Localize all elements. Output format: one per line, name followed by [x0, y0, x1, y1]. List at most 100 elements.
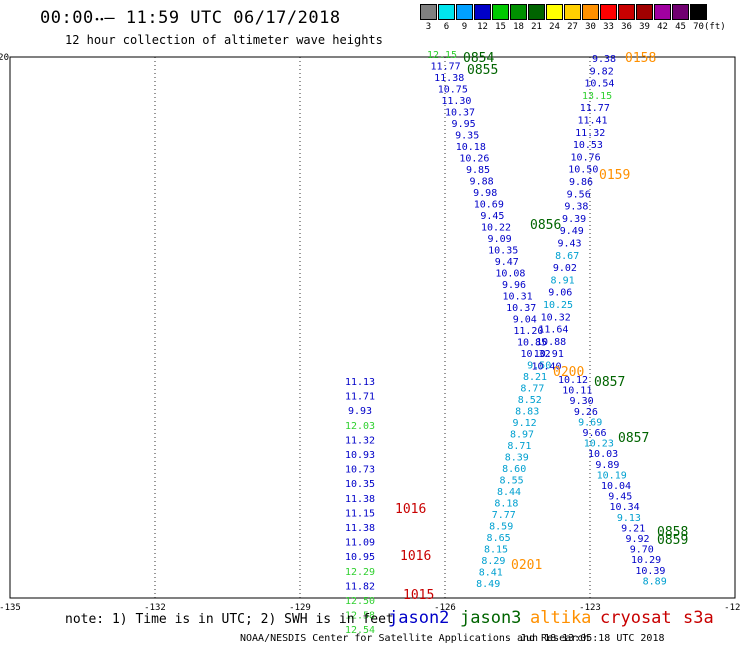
colorbar-label: 36: [621, 22, 632, 32]
wave-height-colorbar: 3 6 9 12 15 18 21 24 27 30 33 36 39 42 45 70 (ft): [420, 4, 735, 36]
swh-label-center: 8.83: [515, 407, 539, 418]
colorbar-label: 12: [477, 22, 488, 32]
swh-label-center: 9.85: [466, 165, 490, 176]
lat-tick-label: 20: [0, 53, 9, 63]
island-dot: [95, 17, 99, 21]
legend-jason3: jason3: [460, 608, 522, 628]
swh-label-east: 9.82: [590, 66, 614, 77]
swh-label-east: 10.54: [584, 79, 614, 90]
swh-label-jason2: 12.50: [345, 596, 375, 607]
swh-label-center: 9.96: [502, 280, 526, 291]
swh-label-east: 9.89: [595, 460, 619, 471]
swh-label-center: 8.55: [500, 476, 524, 487]
map-title: 00:00 – 11:59 UTC 06/17/2018: [40, 8, 341, 28]
lon-tick-label: -135: [0, 603, 21, 613]
colorbar-swatch: [690, 4, 707, 20]
swh-label-center: 9.45: [480, 211, 504, 222]
legend-jason2: jason2: [388, 608, 450, 628]
time-label: 0857: [618, 431, 649, 446]
credit-line: NOAA/NESDIS Center for Satellite Applica…: [240, 633, 590, 644]
swh-label-center: 10.32: [521, 349, 551, 360]
swh-label-center: 9.98: [473, 188, 497, 199]
swh-label-east: 10.34: [610, 502, 640, 513]
swh-label-east: 10.32: [541, 312, 571, 323]
swh-label-east: 10.76: [571, 152, 601, 163]
swh-label-center: 9.04: [513, 315, 537, 326]
swh-label-east: 10.40: [531, 362, 561, 373]
swh-label-east: 11.41: [577, 116, 607, 127]
swh-label-east: 8.91: [551, 275, 575, 286]
swh-label-center: 8.71: [507, 441, 531, 452]
time-label: 0200: [553, 365, 584, 380]
swh-label-east: 9.06: [548, 288, 572, 299]
swh-label-east: 11.77: [580, 103, 610, 114]
swh-label-center: 10.75: [438, 85, 468, 96]
colorbar-label: 15: [495, 22, 506, 32]
swh-label-jason2: 11.38: [345, 523, 375, 534]
colorbar-label: 6: [443, 22, 450, 32]
time-label: 0856: [530, 218, 561, 233]
swh-label-east: 9.56: [567, 189, 591, 200]
swh-label-east: 9.69: [578, 417, 602, 428]
colorbar-swatch: [618, 4, 635, 20]
map-subtitle: 12 hour collection of altimeter wave hei…: [65, 33, 383, 47]
swh-label-east: 9.43: [557, 239, 581, 250]
swh-label-center: 8.44: [497, 487, 521, 498]
time-label: 0855: [467, 63, 498, 78]
swh-label-east: 10.88: [536, 337, 566, 348]
time-label: 0201: [511, 558, 542, 573]
swh-label-center: 10.22: [481, 223, 511, 234]
swh-label-jason2: 10.95: [345, 552, 375, 563]
swh-label-east: 10.25: [543, 300, 573, 311]
colorbar-swatch: [420, 4, 437, 20]
swh-label-center: 10.18: [456, 142, 486, 153]
time-label: 0858: [657, 525, 688, 540]
swh-label-center: 11.77: [431, 62, 461, 73]
time-label: 1015: [403, 588, 434, 603]
swh-label-center: 8.15: [484, 545, 508, 556]
swh-label-east: 10.29: [631, 555, 661, 566]
colorbar-swatch: [546, 4, 563, 20]
swh-label-center: 9.47: [495, 257, 519, 268]
swh-label-east: 10.12: [558, 375, 588, 386]
swh-label-east: 9.38: [564, 202, 588, 213]
swh-label-east: 10.39: [635, 566, 665, 577]
swh-label-center: 10.08: [495, 269, 525, 280]
swh-label-center: 9.35: [455, 131, 479, 142]
swh-label-east: 11.32: [575, 128, 605, 139]
colorbar-swatch: [474, 4, 491, 20]
swh-label-east: 13.15: [582, 91, 612, 102]
swh-label-east: 10.23: [584, 439, 614, 450]
colorbar-label: 70: [693, 22, 704, 32]
island-dot: [100, 17, 104, 21]
swh-label-center: 11.20: [513, 326, 543, 337]
time-label: 0158: [625, 51, 656, 66]
swh-label-east: 10.04: [601, 481, 631, 492]
swh-label-center: 10.37: [445, 108, 475, 119]
swh-label-center: 8.21: [523, 372, 547, 383]
colorbar-label: 21: [531, 22, 542, 32]
swh-label-center: 9.95: [452, 119, 476, 130]
swh-label-center: 9.88: [470, 177, 494, 188]
swh-label-jason2: 12.29: [345, 567, 375, 578]
lon-tick-label: -120: [724, 603, 740, 613]
swh-label-center: 9.09: [488, 234, 512, 245]
swh-label-center: 8.29: [481, 556, 505, 567]
time-label: 0159: [599, 168, 630, 183]
swh-label-center: 9.50: [527, 361, 551, 372]
colorbar-label: 3: [425, 22, 432, 32]
swh-label-jason2: 11.13: [345, 377, 375, 388]
swh-label-east: 10.91: [534, 349, 564, 360]
swh-label-east: 9.02: [553, 263, 577, 274]
swh-label-center: 8.77: [520, 384, 544, 395]
colorbar-label: 24: [549, 22, 560, 32]
swh-label-east: 10.19: [597, 470, 627, 481]
swh-label-center: 8.52: [518, 395, 542, 406]
swh-label-jason2: 12.54: [345, 625, 375, 636]
legend-cryosat: cryosat: [600, 608, 672, 628]
colorbar-unit: (ft): [704, 22, 726, 32]
colorbar-label: 18: [513, 22, 524, 32]
swh-label-east: 9.70: [630, 545, 654, 556]
swh-label-east: 10.50: [568, 165, 598, 176]
colorbar-label: 39: [639, 22, 650, 32]
